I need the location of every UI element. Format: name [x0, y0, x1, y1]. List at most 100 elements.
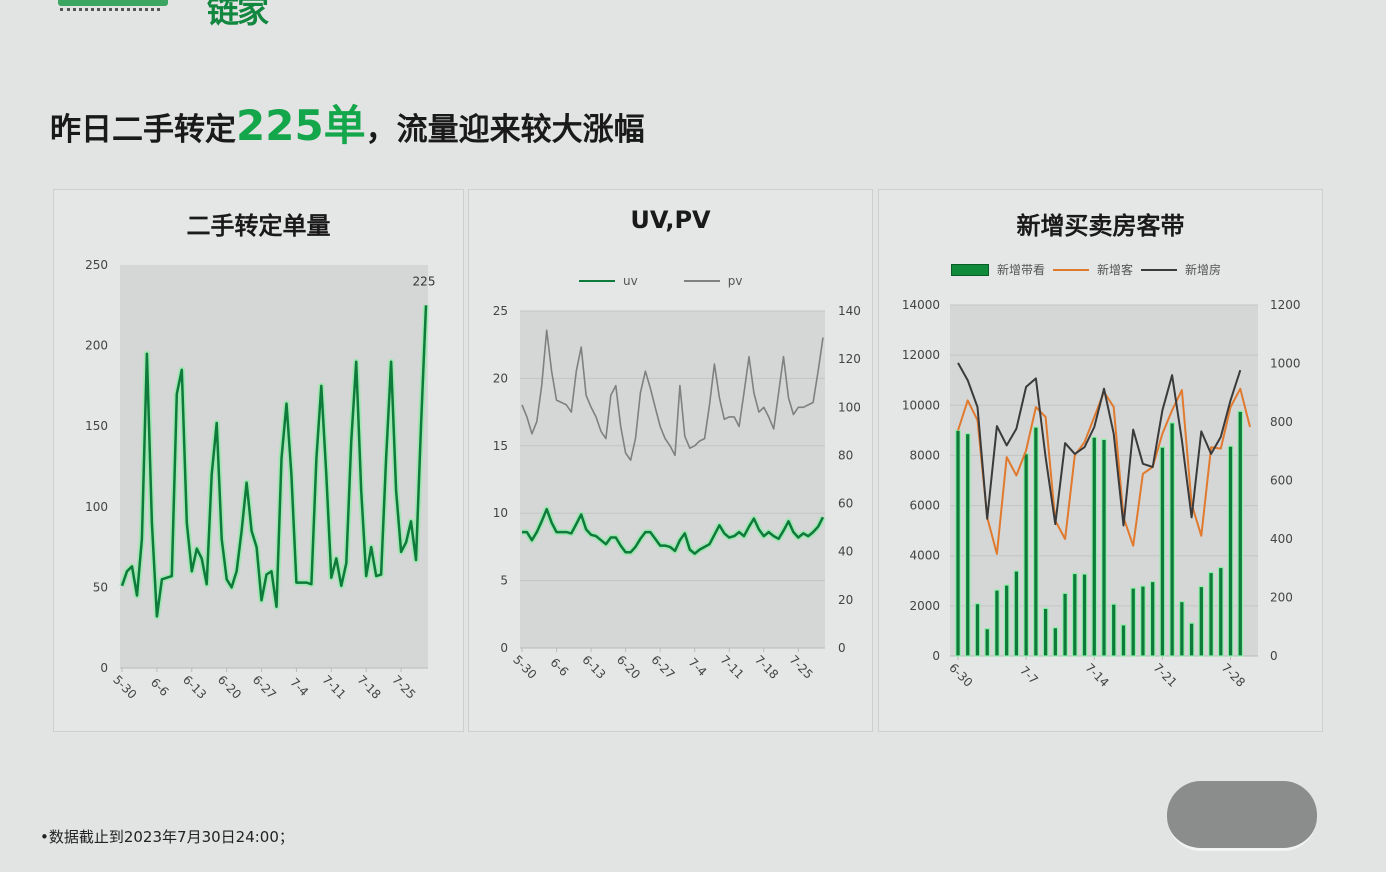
y-tick-label: 12000	[902, 348, 940, 362]
bar	[1237, 410, 1244, 657]
bar	[1071, 572, 1078, 657]
bar	[1130, 587, 1137, 657]
bar	[1033, 426, 1039, 657]
bar	[1208, 571, 1214, 657]
bar	[1169, 422, 1175, 657]
y-tick-label: 4000	[909, 549, 940, 563]
legend: uv pv	[579, 274, 742, 288]
bar	[1198, 585, 1205, 657]
x-tick-label: 7-21	[1151, 661, 1180, 690]
chart-title: 新增买卖房客带	[1016, 212, 1185, 240]
y-tick-label: 6000	[909, 499, 940, 513]
footnote: •数据截止到2023年7月30日24:00；	[40, 828, 294, 846]
x-tick-label: 6-13	[180, 673, 209, 702]
y-tick-label: 8000	[909, 448, 940, 462]
y2-tick-label: 140	[838, 304, 861, 318]
legend-label-uv: uv	[623, 274, 638, 288]
y2-tick-label: 40	[838, 545, 853, 559]
x-tick-label: 6-20	[614, 653, 643, 682]
x-tick-label: 7-18	[354, 673, 383, 702]
bar	[994, 589, 1000, 657]
x-tick-label: 6-6	[148, 675, 172, 699]
bar	[1217, 566, 1224, 657]
x-tick-label: 6-20	[215, 673, 244, 702]
x-tick-label: 7-25	[787, 653, 816, 682]
x-tick-label: 7-28	[1219, 661, 1248, 690]
y-tick-label: 2000	[909, 599, 940, 613]
bar	[1091, 436, 1098, 657]
x-tick-label: 6-27	[250, 673, 279, 702]
y2-tick-label: 0	[838, 641, 846, 655]
page-title: 昨日二手转定225单，流量迎来较大涨幅	[50, 92, 645, 153]
bar	[1159, 446, 1166, 657]
y-tick-label: 10	[493, 506, 508, 520]
bar	[1003, 584, 1010, 657]
legend-label-houses: 新增房	[1185, 263, 1222, 277]
y-tick-label: 0	[500, 641, 508, 655]
series-line-新增房	[957, 362, 1242, 527]
y-tick-label: 250	[85, 258, 108, 272]
y-tick-label: 10000	[902, 398, 940, 412]
bar	[1188, 622, 1195, 657]
y2-tick-label: 1200	[1270, 298, 1301, 312]
x-tick-label: 6-27	[648, 653, 677, 682]
bar	[1140, 585, 1146, 657]
x-tick-label: 7-7	[1017, 663, 1041, 687]
title-prefix: 昨日二手转定	[50, 112, 236, 148]
bar	[1052, 627, 1059, 657]
legend-swatch-houses	[1141, 268, 1178, 271]
y2-tick-label: 80	[838, 448, 853, 462]
bar	[1120, 624, 1127, 657]
logo-mark	[58, 0, 168, 6]
y2-tick-label: 60	[838, 497, 853, 511]
x-tick-label: 5-30	[510, 653, 539, 682]
bar	[1149, 580, 1156, 657]
legend-label-pv: pv	[727, 274, 743, 288]
series-line-uv	[522, 507, 825, 555]
y-tick-label: 100	[85, 500, 108, 514]
bar	[1013, 570, 1020, 657]
plot-area	[520, 311, 825, 648]
bar	[1042, 607, 1049, 657]
x-tick-label: 7-4	[287, 675, 311, 699]
bar	[955, 429, 961, 657]
title-highlight: 225单	[236, 101, 366, 150]
x-tick-label: 7-18	[752, 653, 781, 682]
y2-tick-label: 20	[838, 593, 853, 607]
y2-tick-label: 400	[1270, 532, 1293, 546]
y-tick-label: 15	[493, 439, 508, 453]
bar	[1227, 445, 1234, 657]
chart-title: UV,PV	[630, 206, 711, 234]
x-tick-label: 7-11	[320, 673, 349, 702]
x-tick-label: 7-4	[686, 655, 710, 679]
bar	[974, 603, 981, 657]
bar	[1101, 438, 1107, 657]
chart-title: 二手转定单量	[186, 212, 331, 240]
action-button[interactable]	[1167, 781, 1317, 851]
y-tick-label: 25	[493, 304, 508, 318]
y2-tick-label: 600	[1270, 474, 1293, 488]
bar	[964, 433, 971, 657]
bar	[1110, 603, 1117, 657]
legend-swatch-customers	[1053, 268, 1090, 271]
y2-tick-label: 0	[1270, 649, 1278, 663]
y2-tick-label: 100	[838, 400, 861, 414]
bar	[1062, 592, 1068, 657]
legend-swatch-viewings	[951, 263, 989, 276]
legend-swatch-pv	[683, 280, 720, 282]
bar	[1179, 600, 1185, 657]
bar	[984, 628, 991, 657]
y-tick-label: 0	[932, 649, 940, 663]
y-tick-label: 200	[85, 339, 108, 353]
title-suffix: ，流量迎来较大涨幅	[365, 112, 645, 148]
y-tick-label: 50	[93, 580, 108, 594]
x-tick-label: 6-30	[946, 661, 975, 690]
y2-tick-label: 200	[1270, 591, 1293, 605]
data-label: 225	[413, 274, 436, 288]
logo-tagline	[60, 8, 160, 15]
legend-label-viewings: 新增带看	[997, 263, 1046, 277]
y-tick-label: 150	[85, 419, 108, 433]
x-tick-label: 5-30	[110, 673, 139, 702]
legend-label-customers: 新增客	[1097, 263, 1134, 277]
